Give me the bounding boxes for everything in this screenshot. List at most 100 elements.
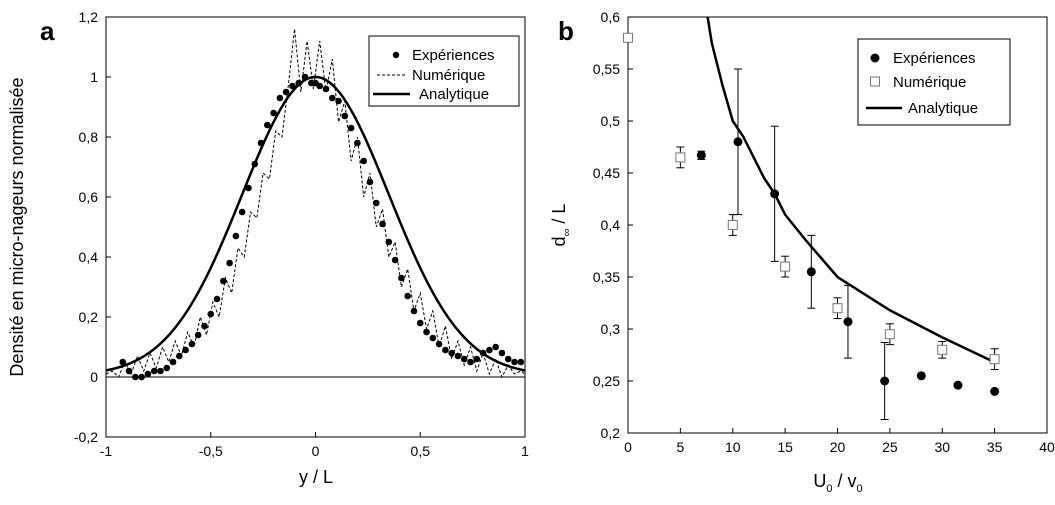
series-experiences-point	[806, 267, 816, 277]
series-experiences-point	[316, 82, 323, 90]
panel-b-series	[623, 16, 1000, 420]
legend-a-numerique: Numérique	[412, 67, 485, 84]
series-experiences-point	[282, 88, 290, 96]
series-experiences-point	[429, 334, 437, 342]
y-tick-label: -0,2	[74, 429, 98, 445]
x-tick-label: 1	[521, 443, 529, 459]
x-tick-label: 20	[830, 439, 846, 455]
panel-a-y-label: Densité en micro-nageurs normalisée	[7, 77, 27, 376]
y-tick-label: 0,55	[593, 61, 620, 77]
series-experiences-point	[163, 364, 171, 372]
series-experiences-point	[379, 220, 386, 228]
x-tick-label: 30	[934, 439, 950, 455]
series-experiences-point	[276, 94, 284, 102]
series-experiences-point	[188, 340, 196, 348]
series-experiences-point	[504, 355, 512, 363]
series-numerique-line	[105, 28, 526, 379]
series-experiences-point	[511, 358, 518, 366]
series-experiences-point	[169, 358, 177, 366]
series-experiences-point	[442, 346, 449, 354]
panel-a-label: a	[40, 16, 55, 46]
series-experiences-point	[157, 367, 164, 375]
series-experiences-point	[479, 349, 487, 357]
panel-a-series	[105, 28, 526, 381]
x-tick-label: 0	[312, 443, 320, 459]
series-analytique-line	[706, 16, 996, 364]
panel-b-y-ticks: 0,2 0,25 0,3 0,35 0,4 0,45 0,5 0,55 0,6	[593, 9, 633, 441]
y-tick-label: 0,2	[601, 425, 621, 441]
series-experiences-point	[354, 139, 361, 147]
series-experiences-point	[423, 328, 430, 336]
series-experiences-point	[880, 376, 890, 386]
series-experiences-point	[770, 189, 780, 199]
legend-a-experiences: Expériences	[412, 47, 495, 64]
series-experiences-point	[341, 112, 349, 120]
series-experiences-point	[328, 94, 336, 102]
series-experiences-point	[733, 137, 743, 147]
series-experiences-point	[391, 256, 399, 264]
series-experiences-point	[335, 97, 342, 105]
series-experiences-point	[270, 109, 277, 117]
panel-a: a -1 -0,5 0 0,5 1 -0,2 0 0,2 0,4 0,6 0,8 1 1,2 y / …	[7, 9, 529, 487]
series-experiences-point	[138, 373, 145, 381]
series-experiences-point	[467, 358, 474, 366]
x-tick-label: 25	[882, 439, 898, 455]
series-numerique-point	[937, 344, 948, 355]
series-experiences-point	[990, 386, 1000, 396]
x-tick-label: 35	[987, 439, 1003, 455]
legend-b-numerique: Numérique	[893, 74, 966, 91]
series-experiences-point	[416, 319, 424, 327]
x-tick-label: 0	[624, 439, 632, 455]
series-experiences-point	[404, 292, 411, 300]
series-experiences-point	[366, 178, 374, 186]
series-experiences-point	[194, 331, 202, 339]
series-experiences-point	[295, 79, 303, 87]
series-experiences-point	[372, 199, 380, 207]
series-experiences-point	[460, 355, 468, 363]
series-experiences-point	[953, 380, 963, 390]
y-tick-label: 0,45	[593, 165, 620, 181]
x-tick-label: 5	[676, 439, 684, 455]
series-experiences-point	[182, 346, 189, 354]
series-experiences-point	[220, 277, 227, 285]
series-experiences-point	[132, 373, 139, 381]
series-experiences-point	[301, 73, 309, 81]
y-tick-label: 0,8	[79, 129, 99, 145]
series-numerique-point	[884, 329, 895, 340]
legend-b-experiences: Expériences	[893, 50, 976, 67]
series-numerique-point	[623, 32, 633, 43]
series-experiences-point	[201, 322, 208, 330]
series-experiences-point	[150, 367, 158, 375]
series-experiences-point	[289, 82, 296, 90]
x-tick-label: -1	[100, 443, 113, 459]
legend-b-analytique: Analytique	[908, 100, 978, 117]
series-experiences-point	[238, 208, 246, 216]
y-tick-label: 0,6	[79, 189, 99, 205]
panel-a-y-ticks: -0,2 0 0,2 0,4 0,6 0,8 1 1,2	[74, 9, 111, 445]
series-experiences-point	[454, 352, 462, 360]
series-experiences-point	[322, 85, 330, 93]
series-experiences-point	[226, 259, 233, 267]
series-experiences-point	[264, 121, 271, 129]
series-experiences-point	[232, 232, 240, 240]
series-experiences-point	[410, 307, 418, 315]
legend-b-marker-numerique	[870, 76, 880, 87]
series-experiences-point	[251, 160, 259, 168]
legend-a-marker-experiences	[392, 51, 400, 59]
series-experiences-point	[486, 346, 493, 354]
panel-a-x-label: y / L	[299, 467, 333, 487]
panel-b-y-label: d∞ / L	[549, 204, 573, 247]
series-experiences-point	[398, 274, 405, 282]
legend-a-analytique: Analytique	[419, 86, 489, 103]
series-experiences-point	[435, 340, 443, 348]
series-experiences-point	[144, 370, 152, 378]
y-tick-label: 0,4	[601, 217, 621, 233]
x-tick-label: 40	[1039, 439, 1055, 455]
series-experiences-point	[843, 317, 853, 327]
series-analytique-line	[105, 75, 526, 372]
series-experiences-point	[207, 310, 215, 318]
x-tick-label: -0,5	[199, 443, 223, 459]
panel-b-x-label: U0 / v0	[813, 471, 862, 495]
series-experiences-point	[473, 355, 481, 363]
